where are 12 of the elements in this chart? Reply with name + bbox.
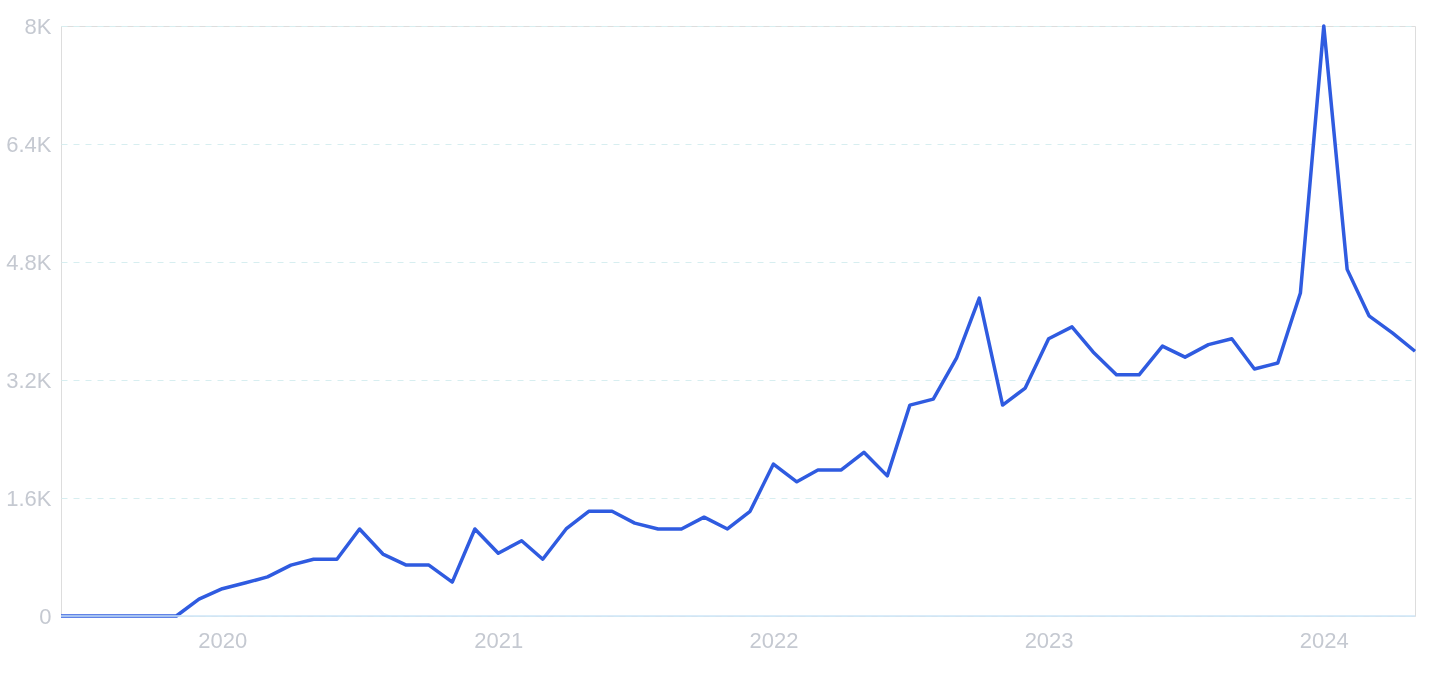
y-tick-label: 0 xyxy=(39,603,52,629)
y-tick-label: 6.4K xyxy=(6,131,52,157)
x-tick-label: 2024 xyxy=(1299,627,1349,653)
y-tick-label: 1.6K xyxy=(6,485,52,511)
x-tick-label: 2020 xyxy=(198,627,248,653)
y-tick-label: 4.8K xyxy=(6,249,52,275)
x-tick-label: 2022 xyxy=(749,627,799,653)
y-tick-label: 3.2K xyxy=(6,367,52,393)
x-tick-label: 2023 xyxy=(1024,627,1074,653)
y-tick-label: 8K xyxy=(24,13,52,39)
line-series xyxy=(59,24,1417,618)
x-tick-label: 2021 xyxy=(474,627,524,653)
